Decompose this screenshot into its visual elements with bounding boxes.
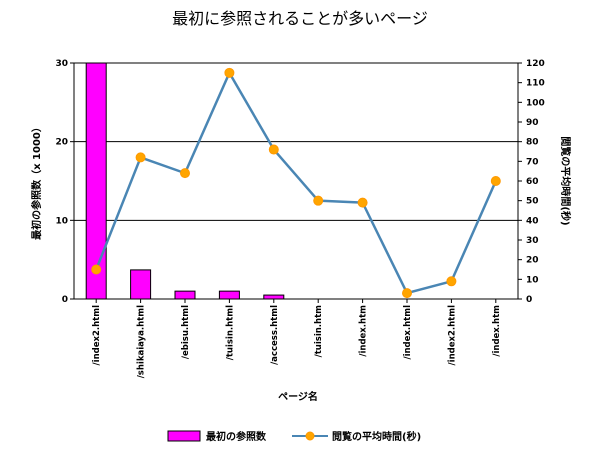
series-point: [402, 288, 412, 299]
x-axis-tick-label: /index.html: [403, 305, 413, 360]
x-axis-tick-label: /index2.html: [92, 305, 102, 366]
y-axis-tick-label: 0: [62, 295, 68, 305]
series-point: [91, 264, 102, 275]
x-axis-title: ページ名: [278, 390, 318, 403]
legend-bar-swatch: [167, 430, 201, 442]
ticks-layer: 0 10 20 30 0 10 20 30 40 50 60 70 80 90 100 110 120/inde…: [55, 59, 544, 378]
y2-axis-tick-label: 90: [526, 118, 539, 128]
bar: [218, 290, 240, 300]
y-axis-tick-label: 10: [55, 216, 68, 226]
legend-bar-label: 最初の参照数: [206, 430, 267, 443]
y2-axis-tick-label: 110: [526, 79, 545, 89]
y-axis-tick-label: 20: [55, 138, 68, 148]
line-layer: [91, 67, 501, 299]
y2-axis-tick-label: 30: [526, 236, 539, 246]
y2-axis-tick-label: 20: [526, 256, 539, 266]
y2-axis-tick-label: 50: [526, 197, 539, 207]
x-axis-tick-label: /ebisu.html: [181, 305, 191, 359]
series-point: [357, 197, 368, 208]
y2-axis-tick-label: 40: [526, 216, 539, 226]
axes-layer: [73, 63, 519, 300]
series-point: [180, 168, 190, 179]
y2-axis-title: 閲覧の平均時間(秒): [559, 136, 572, 225]
chart-title: 最初に参照されることが多いページ: [172, 9, 428, 28]
grid-layer: [74, 62, 518, 221]
y2-axis-tick-label: 80: [526, 138, 539, 148]
y2-axis-tick-label: 10: [526, 275, 539, 285]
y-axis-title: 最初の参照数（x 1000）: [30, 122, 43, 240]
y2-axis-tick-label: 70: [526, 157, 539, 167]
legend-line-marker: [305, 431, 315, 441]
y2-axis-tick-label: 100: [526, 98, 545, 108]
x-axis-tick-label: /tuisin.htm: [314, 305, 324, 358]
y2-axis-tick-label: 60: [526, 177, 539, 187]
series-point: [446, 276, 457, 287]
bar: [174, 290, 196, 300]
legend-line-label: 閲覧の平均時間(秒): [332, 430, 421, 443]
x-axis-tick-label: /index2.html: [447, 305, 457, 366]
y-axis-tick-label: 30: [55, 59, 68, 69]
x-axis-tick-label: /tuisin.html: [225, 305, 235, 360]
bar-layer: [85, 62, 285, 300]
y2-axis-tick-label: 0: [526, 295, 532, 305]
y2-axis-tick-label: 120: [526, 59, 545, 69]
legend: 最初の参照数 閲覧の平均時間(秒): [167, 430, 421, 443]
x-axis-tick-label: /index.htm: [492, 305, 502, 357]
series-point: [224, 67, 235, 78]
bar: [130, 269, 152, 300]
series-point: [490, 176, 501, 186]
bar: [263, 294, 285, 300]
x-axis-tick-label: /access.html: [270, 305, 280, 365]
bar: [85, 62, 107, 300]
series-line: [95, 71, 497, 295]
x-axis-tick-label: /shikaiaya.html: [137, 305, 147, 378]
series-point: [268, 144, 279, 155]
series-point: [135, 152, 146, 163]
x-axis-tick-label: /index.htm: [359, 305, 369, 357]
series-point: [313, 195, 324, 206]
